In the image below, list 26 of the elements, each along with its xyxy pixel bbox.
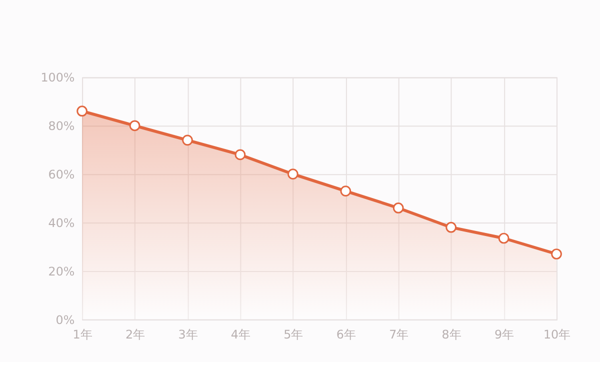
x-tick-label: 2年 [125, 328, 146, 342]
point [551, 248, 562, 260]
x-tick-label: 5年 [284, 328, 304, 342]
x-tick-label: 1年 [72, 328, 92, 342]
y-tick-label: 0% [56, 312, 75, 327]
x-tick-label: 6年 [336, 328, 356, 342]
y-tick-label: 40% [48, 216, 75, 230]
point [498, 232, 510, 244]
x-tick-label: 10年 [543, 328, 571, 342]
x-tick-label: 8年 [442, 328, 462, 342]
y-tick-label: 80% [48, 119, 75, 134]
y-tick-label: 60% [48, 168, 75, 182]
x-tick-label: 9年 [494, 328, 514, 342]
point [287, 168, 298, 180]
y-tick-label: 100% [40, 70, 75, 85]
point [392, 202, 404, 214]
x-tick-label: 3年 [178, 328, 198, 342]
x-tick-label: 4年 [230, 328, 250, 342]
point [340, 186, 352, 196]
point [76, 106, 88, 117]
point [446, 222, 457, 233]
point [182, 134, 193, 146]
point [129, 120, 140, 132]
point [234, 149, 246, 160]
x-tick-label: 7年 [389, 328, 409, 342]
y-tick-label: 20% [48, 264, 75, 278]
